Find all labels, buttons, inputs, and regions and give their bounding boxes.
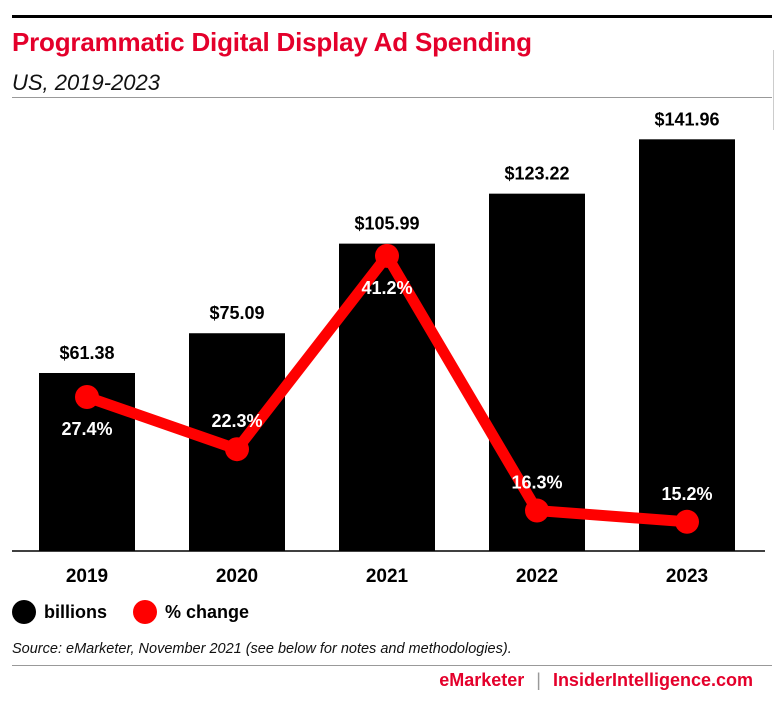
source-note: Source: eMarketer, November 2021 (see be… (12, 641, 512, 657)
x-tick-label-2023: 2023 (666, 566, 708, 587)
x-tick-label-2020: 2020 (216, 566, 258, 587)
x-tick-label-2021: 2021 (366, 566, 409, 587)
legend-dot-red-icon (133, 600, 157, 624)
change-label-2022: 16.3% (511, 473, 562, 493)
bar-value-label-2023: $141.96 (654, 109, 719, 129)
change-point-2021 (375, 243, 399, 268)
bar-value-label-2022: $123.22 (504, 164, 569, 184)
x-tick-label-2019: 2019 (66, 566, 108, 587)
bars-layer (39, 139, 735, 552)
legend-dot-black-icon (12, 600, 36, 624)
footer-separator: | (536, 670, 541, 690)
bottom-rule (12, 665, 772, 666)
change-point-2019 (75, 385, 99, 410)
chart-subtitle: US, 2019-2023 (12, 70, 160, 95)
legend-label-billions: billions (44, 601, 107, 622)
change-point-2023 (675, 509, 699, 534)
bar-2022 (489, 193, 585, 552)
subtitle-rule (12, 97, 772, 98)
bar-value-label-2019: $61.38 (59, 343, 114, 363)
bar-2023 (639, 139, 735, 552)
bar-value-label-2020: $75.09 (209, 303, 264, 323)
legend-label-change: % change (165, 601, 250, 622)
change-label-2021: 41.2% (361, 278, 412, 298)
legend: billions % change (12, 600, 275, 624)
x-tick-label-2022: 2022 (516, 566, 558, 587)
change-point-2020 (225, 437, 249, 462)
top-rule (12, 15, 772, 18)
footer-brand-emarketer: eMarketer (439, 670, 525, 690)
chart-title: Programmatic Digital Display Ad Spending (12, 27, 532, 57)
legend-item-change: % change (133, 600, 249, 624)
legend-item-billions: billions (12, 600, 107, 624)
footer-brand-insider: InsiderIntelligence.com (552, 670, 753, 690)
labels-layer: $61.38 2019 $75.09 2020 $105.99 2021 $123.22 20… (59, 109, 719, 587)
change-label-2023: 15.2% (661, 484, 712, 504)
line-layer (75, 243, 699, 534)
change-point-2022 (525, 498, 549, 523)
change-label-2020: 22.3% (211, 411, 262, 431)
change-label-2019: 27.4% (61, 419, 112, 439)
bar-value-label-2021: $105.99 (354, 214, 419, 234)
footer: eMarketer | InsiderIntelligence.com (439, 670, 753, 691)
chart: $61.38 2019 $75.09 2020 $105.99 2021 $123.22 20… (12, 109, 765, 587)
edge-line (773, 50, 774, 130)
